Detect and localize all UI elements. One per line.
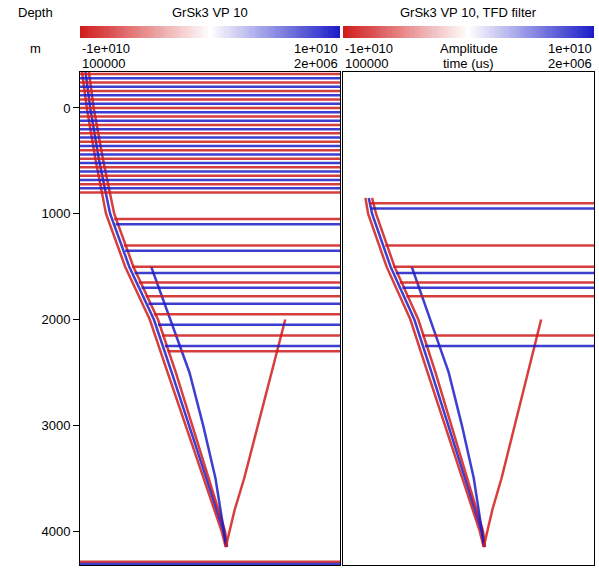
svg-text:1e+010: 1e+010 bbox=[548, 41, 592, 56]
svg-text:2e+006: 2e+006 bbox=[294, 56, 338, 71]
svg-text:1000: 1000 bbox=[41, 206, 70, 221]
svg-text:time (us): time (us) bbox=[443, 56, 494, 71]
svg-text:2e+006: 2e+006 bbox=[548, 56, 592, 71]
svg-text:Amplitude: Amplitude bbox=[440, 41, 498, 56]
svg-text:3000: 3000 bbox=[41, 418, 70, 433]
svg-text:GrSk3 VP 10: GrSk3 VP 10 bbox=[172, 5, 248, 20]
svg-text:4000: 4000 bbox=[41, 524, 70, 539]
svg-text:m: m bbox=[30, 41, 41, 56]
svg-text:-1e+010: -1e+010 bbox=[82, 41, 130, 56]
svg-text:2000: 2000 bbox=[41, 312, 70, 327]
svg-text:100000: 100000 bbox=[345, 56, 388, 71]
svg-text:0: 0 bbox=[63, 101, 70, 116]
svg-text:1e+010: 1e+010 bbox=[294, 41, 338, 56]
svg-text:-1e+010: -1e+010 bbox=[345, 41, 393, 56]
svg-text:100000: 100000 bbox=[82, 56, 125, 71]
svg-text:Depth: Depth bbox=[18, 5, 53, 20]
svg-text:GrSk3 VP 10, TFD filter: GrSk3 VP 10, TFD filter bbox=[400, 5, 537, 20]
